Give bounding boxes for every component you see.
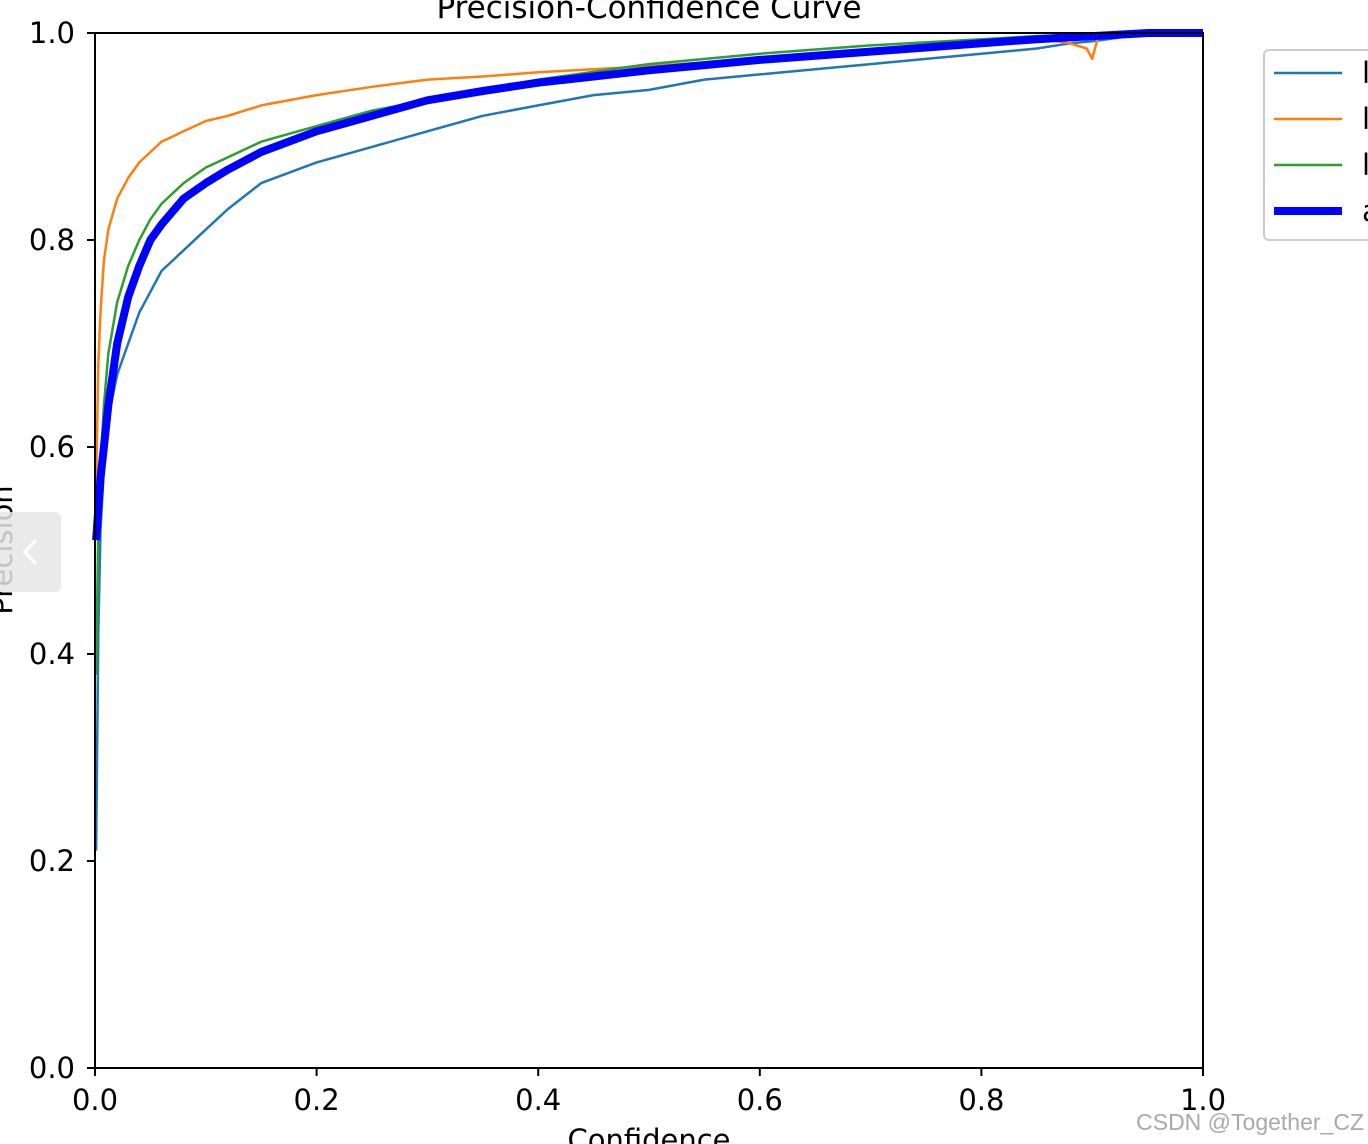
- y-tick-label-4: 0.8: [29, 223, 75, 257]
- x-tick-label-3: 0.6: [737, 1083, 783, 1117]
- watermark: CSDN @Together_CZ: [1136, 1109, 1364, 1135]
- legend-label-1: l: [1362, 56, 1368, 90]
- legend-label-2: l: [1362, 102, 1368, 136]
- y-tick-label-3: 0.6: [29, 430, 75, 464]
- y-tick-label-5: 1.0: [29, 16, 75, 50]
- series-line-1: [94, 31, 1203, 851]
- series-layer: [92, 29, 1203, 851]
- plot-frame: [94, 32, 1204, 1069]
- y-tick-label-0: 0.0: [29, 1051, 75, 1085]
- x-tick-label-2: 0.4: [515, 1083, 561, 1117]
- chevron-left-icon: [22, 538, 37, 566]
- y-tick-label-2: 0.4: [29, 637, 75, 671]
- legend: llla: [1263, 49, 1368, 241]
- series-line-3: [94, 31, 1203, 675]
- series-line-4: [92, 29, 1203, 541]
- chart-title: Precision-Confidence Curve: [436, 0, 861, 26]
- legend-box: [1263, 49, 1368, 241]
- x-tick-label-4: 0.8: [958, 1083, 1004, 1117]
- legend-label-4: a: [1362, 194, 1368, 228]
- x-tick-label-0: 0.0: [72, 1083, 118, 1117]
- x-axis: 0.0 0.2 0.4 0.6 0.8 1.0: [72, 1068, 1226, 1117]
- x-axis-label: Confidence: [567, 1123, 730, 1144]
- previous-image-button[interactable]: [0, 512, 61, 592]
- y-axis: 0.0 0.2 0.4 0.6 0.8 1.0: [29, 16, 95, 1085]
- legend-label-3: l: [1362, 148, 1368, 182]
- x-tick-label-1: 0.2: [294, 1083, 340, 1117]
- series-line-2: [94, 31, 1203, 489]
- y-tick-label-1: 0.2: [29, 844, 75, 878]
- x-tick-label-5: 1.0: [1180, 1083, 1226, 1117]
